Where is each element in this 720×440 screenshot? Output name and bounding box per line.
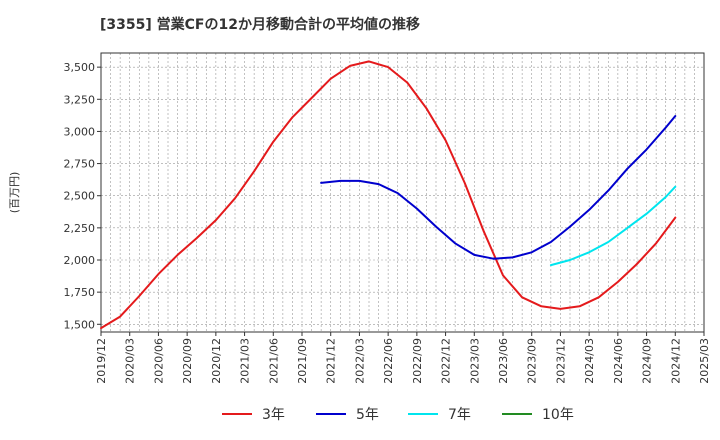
x-tick-label: 2024/06 bbox=[612, 338, 625, 384]
x-tick-label: 2021/06 bbox=[267, 338, 280, 384]
plot-border bbox=[100, 52, 705, 333]
y-tick-label: 3,500 bbox=[64, 61, 96, 74]
x-tick-label: 2021/12 bbox=[325, 338, 338, 384]
x-tick-label: 2022/09 bbox=[411, 338, 424, 384]
series-line-5年 bbox=[320, 115, 677, 260]
series-line-7年 bbox=[549, 185, 677, 267]
x-tick-label: 2022/03 bbox=[353, 338, 366, 384]
x-tick-label: 2024/09 bbox=[641, 338, 654, 384]
legend-label-10年: 10年 bbox=[542, 407, 574, 423]
x-tick-label: 2023/09 bbox=[526, 338, 539, 384]
x-tick-label: 2022/12 bbox=[440, 338, 453, 384]
x-tick-label: 2024/03 bbox=[583, 338, 596, 384]
y-tick-label: 2,250 bbox=[64, 222, 96, 235]
plot-area bbox=[101, 53, 704, 332]
x-tick-label: 2021/09 bbox=[296, 338, 309, 384]
x-tick-label: 2020/03 bbox=[124, 338, 137, 384]
x-tick-label: 2025/03 bbox=[698, 338, 711, 384]
y-tick-label: 2,750 bbox=[64, 158, 96, 171]
y-tick-label: 1,500 bbox=[64, 318, 96, 331]
y-axis-label: (百万円) bbox=[8, 172, 21, 214]
y-tick-label: 3,250 bbox=[64, 93, 96, 106]
legend-label-3年: 3年 bbox=[262, 407, 285, 423]
series-line-3年 bbox=[100, 60, 677, 330]
x-tick-label: 2024/12 bbox=[669, 338, 682, 384]
x-tick-label: 2022/06 bbox=[382, 338, 395, 384]
y-tick-label: 1,750 bbox=[64, 286, 96, 299]
legend-label-7年: 7年 bbox=[448, 407, 471, 423]
y-tick-label: 2,000 bbox=[64, 254, 96, 267]
x-tick-label: 2019/12 bbox=[95, 338, 108, 384]
x-tick-label: 2023/12 bbox=[554, 338, 567, 384]
x-tick-label: 2023/06 bbox=[497, 338, 510, 384]
x-tick-label: 2020/06 bbox=[152, 338, 165, 384]
x-tick-label: 2020/09 bbox=[181, 338, 194, 384]
x-tick-label: 2021/03 bbox=[239, 338, 252, 384]
x-tick-label: 2023/03 bbox=[468, 338, 481, 384]
chart-title: [3355] 営業CFの12か月移動合計の平均値の推移 bbox=[100, 17, 420, 33]
legend-label-5年: 5年 bbox=[356, 407, 379, 423]
x-tick-label: 2020/12 bbox=[210, 338, 223, 384]
y-tick-label: 2,500 bbox=[64, 190, 96, 203]
y-tick-label: 3,000 bbox=[64, 125, 96, 138]
